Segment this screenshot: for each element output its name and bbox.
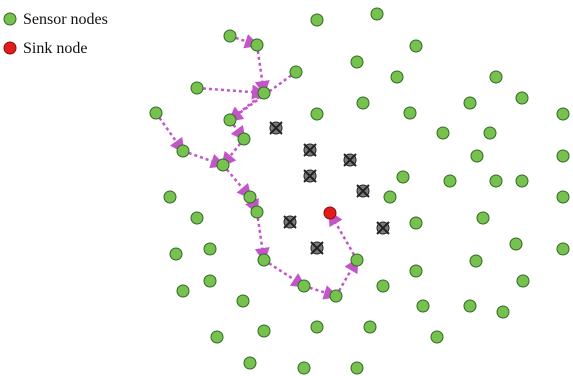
sensor-node-icon xyxy=(416,299,430,313)
sensor-node-icon xyxy=(310,320,324,334)
legend-sensor-icon xyxy=(3,12,17,26)
failed-node-icon xyxy=(343,153,357,167)
sensor-node-icon xyxy=(390,70,404,84)
sensor-node-icon xyxy=(203,242,217,256)
sensor-node-icon xyxy=(250,38,264,52)
sensor-node-icon xyxy=(297,279,311,293)
sensor-node-icon xyxy=(237,132,251,146)
sensor-node-icon xyxy=(556,149,570,163)
sensor-node-icon xyxy=(243,356,257,370)
sensor-node-icon xyxy=(257,253,271,267)
sensor-node-icon xyxy=(350,361,364,375)
sensor-node-icon xyxy=(356,96,370,110)
sensor-node-icon xyxy=(350,55,364,69)
sensor-node-icon xyxy=(243,190,257,204)
sensor-node-icon xyxy=(409,39,423,53)
failed-node-icon xyxy=(269,121,283,135)
sensor-node-icon xyxy=(363,320,377,334)
sensor-node-icon xyxy=(489,70,503,84)
sensor-node-icon xyxy=(489,174,503,188)
sensor-node-icon xyxy=(257,86,271,100)
sensor-node-icon xyxy=(409,216,423,230)
sensor-node-icon xyxy=(470,149,484,163)
sensor-node-icon xyxy=(236,294,250,308)
sensor-node-icon xyxy=(403,106,417,120)
route-arrow-icon xyxy=(334,257,359,297)
sensor-node-icon xyxy=(556,107,570,121)
sensor-node-icon xyxy=(469,254,483,268)
sensor-node-icon xyxy=(190,81,204,95)
sensor-node-icon xyxy=(149,106,163,120)
sensor-node-icon xyxy=(383,190,397,204)
sensor-node-icon xyxy=(556,242,570,256)
route-arrow-icon xyxy=(254,44,270,96)
sensor-node-icon xyxy=(223,29,237,43)
legend-sink-label: Sink node xyxy=(23,40,87,57)
sensor-node-icon xyxy=(516,274,530,288)
failed-node-icon xyxy=(303,143,317,157)
sensor-node-icon xyxy=(430,330,444,344)
sensor-node-icon xyxy=(176,284,190,298)
sensor-node-icon xyxy=(257,324,271,338)
sensor-node-icon xyxy=(203,274,217,288)
sensor-node-icon xyxy=(216,158,230,172)
route-arrow-icon xyxy=(182,149,226,169)
sensor-node-icon xyxy=(310,107,324,121)
sensor-node-icon xyxy=(476,211,490,225)
sensor-node-icon xyxy=(350,253,364,267)
sensor-node-icon xyxy=(163,190,177,204)
sensor-node-icon xyxy=(396,170,410,184)
sensor-node-icon xyxy=(483,126,497,140)
sensor-node-icon xyxy=(169,247,183,261)
failed-node-icon xyxy=(356,184,370,198)
route-arrow-icon xyxy=(229,34,260,49)
failed-node-icon xyxy=(310,241,324,255)
sensor-node-icon xyxy=(496,305,510,319)
route-arrow-icon xyxy=(227,92,265,122)
route-arrow-icon xyxy=(254,211,270,263)
sensor-node-icon xyxy=(463,299,477,313)
failed-node-icon xyxy=(303,169,317,183)
sensor-node-icon xyxy=(190,211,204,225)
sensor-node-icon xyxy=(409,264,423,278)
legend-sink-icon xyxy=(3,41,17,55)
sensor-node-icon xyxy=(223,113,237,127)
route-arrow-icon xyxy=(263,258,307,288)
route-arrow-icon xyxy=(196,84,267,100)
sensor-node-icon xyxy=(463,96,477,110)
sensor-node-icon xyxy=(310,13,324,27)
sensor-node-icon xyxy=(329,289,343,303)
sensor-node-icon xyxy=(250,205,264,219)
sensor-node-icon xyxy=(436,126,450,140)
sink-node-icon xyxy=(323,206,337,220)
sensor-node-icon xyxy=(297,361,311,375)
legend-sensor-label: Sensor nodes xyxy=(23,11,108,28)
sensor-node-icon xyxy=(210,330,224,344)
sensor-node-icon xyxy=(515,91,529,105)
sensor-node-icon xyxy=(176,144,190,158)
failed-node-icon xyxy=(283,215,297,229)
route-arrow-icon xyxy=(328,210,359,261)
route-arrow-icon xyxy=(222,164,252,200)
sensor-node-icon xyxy=(370,7,384,21)
sensor-node-icon xyxy=(509,237,523,251)
sensor-node-icon xyxy=(289,65,303,79)
sensor-node-icon xyxy=(556,190,570,204)
routing-paths xyxy=(154,34,359,300)
sensor-node-icon xyxy=(515,174,529,188)
sensor-node-icon xyxy=(443,174,457,188)
sensor-node-icon xyxy=(376,279,390,293)
sensor-field xyxy=(149,7,570,375)
legend: Sensor nodes Sink node xyxy=(3,11,108,57)
route-arrow-icon xyxy=(154,112,185,154)
failed-node-icon xyxy=(376,221,390,235)
